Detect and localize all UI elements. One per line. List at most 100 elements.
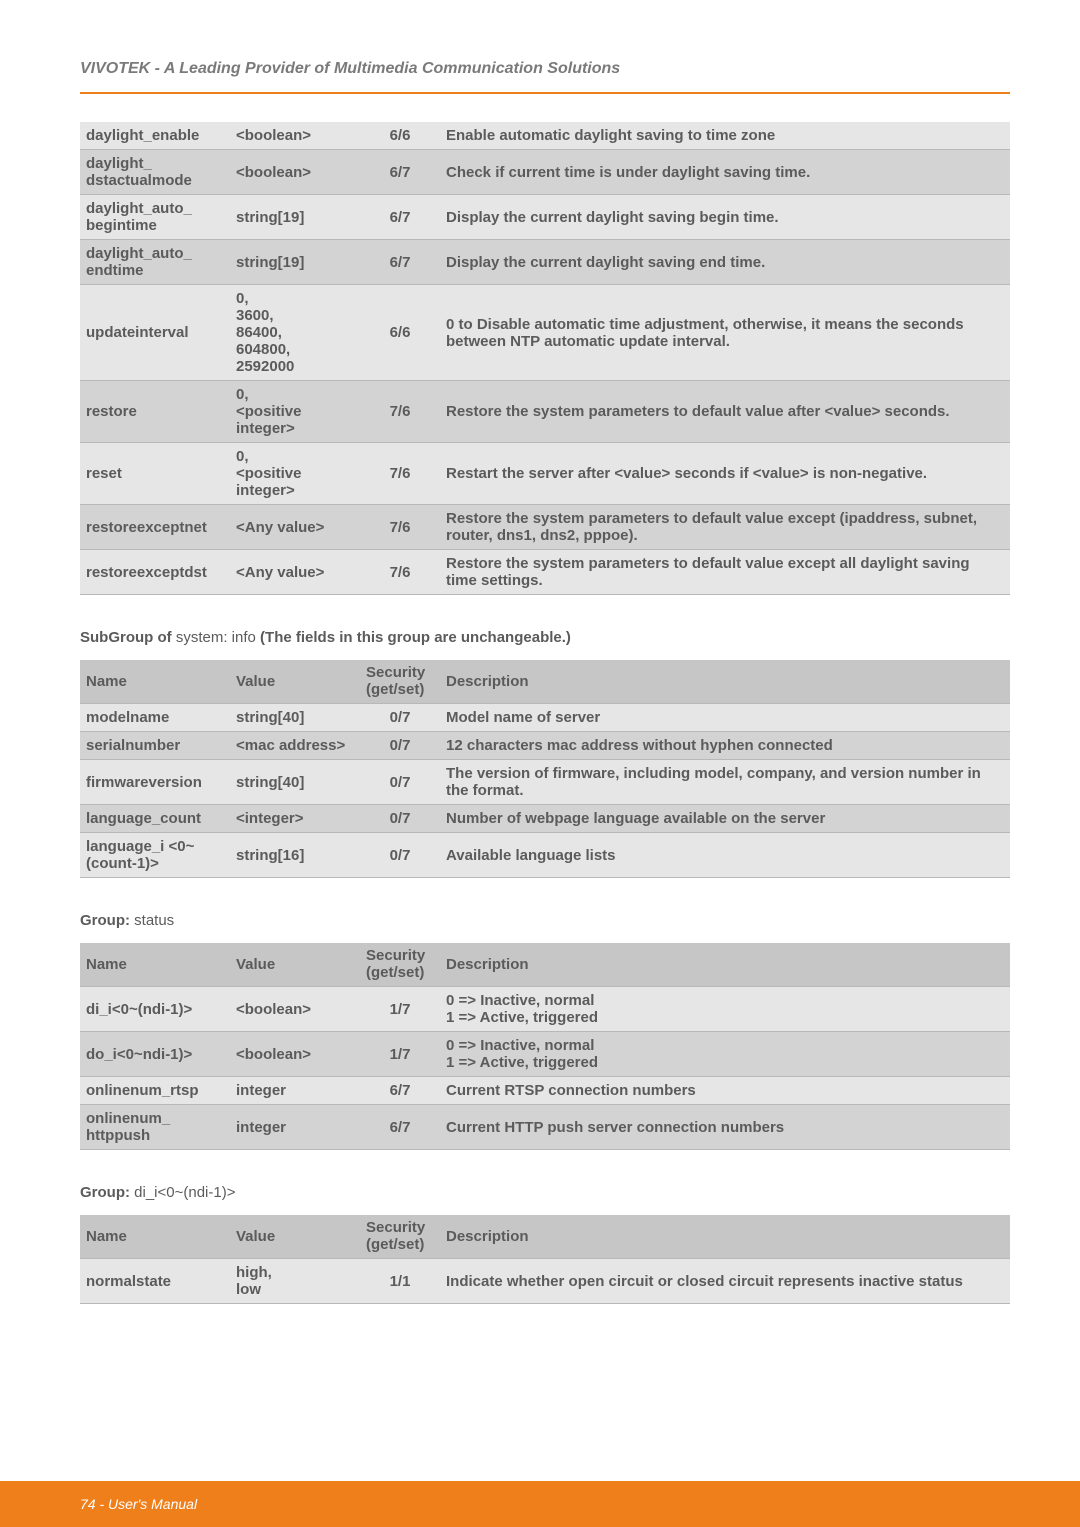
cell-security: 7/6 [360, 381, 440, 443]
cell-security: 6/6 [360, 122, 440, 150]
cell-security: 7/6 [360, 505, 440, 550]
table-row: normalstatehigh, low1/1Indicate whether … [80, 1259, 1010, 1304]
table-row: firmwareversionstring[40]0/7The version … [80, 760, 1010, 805]
heading-prefix: Group: [80, 1184, 134, 1201]
footer-text: 74 - User's Manual [80, 1496, 197, 1512]
col-desc: Description [440, 943, 1010, 987]
cell-name: restore [80, 381, 230, 443]
cell-desc: Restore the system parameters to default… [440, 550, 1010, 595]
col-security-l2: (get/set) [366, 681, 424, 698]
cell-name: normalstate [80, 1259, 230, 1304]
cell-name: modelname [80, 704, 230, 732]
params-table-system: daylight_enable<boolean>6/6Enable automa… [80, 122, 1010, 595]
page: VIVOTEK - A Leading Provider of Multimed… [0, 0, 1080, 1527]
cell-desc: Restart the server after <value> seconds… [440, 443, 1010, 505]
cell-desc: Display the current daylight saving end … [440, 240, 1010, 285]
cell-desc: Current RTSP connection numbers [440, 1077, 1010, 1105]
cell-value: high, low [230, 1259, 360, 1304]
col-name: Name [80, 660, 230, 704]
table-row: daylight_enable<boolean>6/6Enable automa… [80, 122, 1010, 150]
col-value: Value [230, 943, 360, 987]
col-value: Value [230, 660, 360, 704]
col-security-l1: Security [366, 1219, 425, 1236]
cell-desc: Indicate whether open circuit or closed … [440, 1259, 1010, 1304]
cell-desc: Current HTTP push server connection numb… [440, 1105, 1010, 1150]
heading-mid: system: info [176, 629, 260, 646]
heading-value: di_i<0~(ndi-1)> [134, 1184, 235, 1201]
cell-security: 1/7 [360, 1032, 440, 1077]
col-security: Security (get/set) [360, 943, 440, 987]
table-row: onlinenum_rtspinteger6/7Current RTSP con… [80, 1077, 1010, 1105]
cell-name: daylight_auto_ begintime [80, 195, 230, 240]
cell-desc: Check if current time is under daylight … [440, 150, 1010, 195]
cell-value: <boolean> [230, 122, 360, 150]
section-heading-di: Group: di_i<0~(ndi-1)> [80, 1184, 1010, 1201]
cell-desc: 0 => Inactive, normal 1 => Active, trigg… [440, 987, 1010, 1032]
cell-name: di_i<0~(ndi-1)> [80, 987, 230, 1032]
table-row: restoreexceptdst<Any value>7/6Restore th… [80, 550, 1010, 595]
cell-security: 1/7 [360, 987, 440, 1032]
col-security-l2: (get/set) [366, 1236, 424, 1253]
cell-name: daylight_enable [80, 122, 230, 150]
section-heading-info: SubGroup of system: info (The fields in … [80, 629, 1010, 646]
params-table-di: Name Value Security (get/set) Descriptio… [80, 1215, 1010, 1304]
cell-security: 7/6 [360, 443, 440, 505]
table-row: updateinterval0, 3600, 86400, 604800, 25… [80, 285, 1010, 381]
cell-value: <integer> [230, 805, 360, 833]
cell-desc: Enable automatic daylight saving to time… [440, 122, 1010, 150]
cell-name: reset [80, 443, 230, 505]
heading-suffix: (The fields in this group are unchangeab… [260, 629, 571, 646]
col-security: Security (get/set) [360, 1215, 440, 1259]
table-row: daylight_ dstactualmode<boolean>6/7Check… [80, 150, 1010, 195]
cell-security: 0/7 [360, 704, 440, 732]
cell-name: daylight_auto_ endtime [80, 240, 230, 285]
cell-security: 0/7 [360, 732, 440, 760]
cell-value: integer [230, 1105, 360, 1150]
cell-security: 6/7 [360, 1105, 440, 1150]
params-table-status: Name Value Security (get/set) Descriptio… [80, 943, 1010, 1150]
cell-value: 0, <positive integer> [230, 381, 360, 443]
table-row: daylight_auto_ endtimestring[19]6/7Displ… [80, 240, 1010, 285]
cell-security: 0/7 [360, 805, 440, 833]
col-name: Name [80, 943, 230, 987]
cell-desc: Restore the system parameters to default… [440, 505, 1010, 550]
cell-security: 0/7 [360, 760, 440, 805]
cell-value: <boolean> [230, 1032, 360, 1077]
table-row: language_i <0~(count-1)>string[16]0/7Ava… [80, 833, 1010, 878]
cell-value: <boolean> [230, 987, 360, 1032]
cell-name: serialnumber [80, 732, 230, 760]
col-value: Value [230, 1215, 360, 1259]
cell-desc: Display the current daylight saving begi… [440, 195, 1010, 240]
cell-name: restoreexceptnet [80, 505, 230, 550]
cell-value: integer [230, 1077, 360, 1105]
col-name: Name [80, 1215, 230, 1259]
cell-desc: The version of firmware, including model… [440, 760, 1010, 805]
cell-name: updateinterval [80, 285, 230, 381]
cell-security: 6/7 [360, 240, 440, 285]
col-security-l2: (get/set) [366, 964, 424, 981]
cell-desc: Available language lists [440, 833, 1010, 878]
col-security-l1: Security [366, 947, 425, 964]
col-security: Security (get/set) [360, 660, 440, 704]
heading-value: status [134, 912, 174, 929]
cell-name: firmwareversion [80, 760, 230, 805]
cell-value: <Any value> [230, 550, 360, 595]
cell-security: 6/6 [360, 285, 440, 381]
cell-security: 0/7 [360, 833, 440, 878]
cell-name: onlinenum_ httppush [80, 1105, 230, 1150]
page-footer: 74 - User's Manual [0, 1481, 1080, 1527]
col-desc: Description [440, 660, 1010, 704]
cell-value: string[40] [230, 760, 360, 805]
cell-value: <mac address> [230, 732, 360, 760]
cell-security: 1/1 [360, 1259, 440, 1304]
col-security-l1: Security [366, 664, 425, 681]
cell-security: 6/7 [360, 150, 440, 195]
cell-security: 6/7 [360, 1077, 440, 1105]
cell-name: do_i<0~ndi-1)> [80, 1032, 230, 1077]
table-row: onlinenum_ httppushinteger6/7Current HTT… [80, 1105, 1010, 1150]
cell-name: language_i <0~(count-1)> [80, 833, 230, 878]
section-heading-status: Group: status [80, 912, 1010, 929]
table-row: modelnamestring[40]0/7Model name of serv… [80, 704, 1010, 732]
cell-name: language_count [80, 805, 230, 833]
cell-value: <Any value> [230, 505, 360, 550]
